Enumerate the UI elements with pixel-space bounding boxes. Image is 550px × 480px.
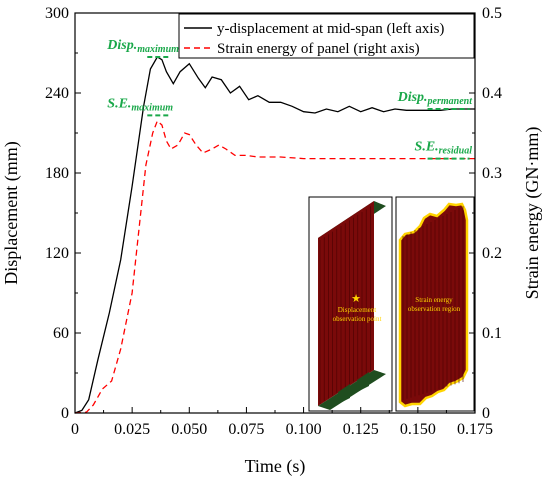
annotation-main: S.E.: [415, 140, 439, 155]
inset-left-caption-line1: Displacement: [338, 306, 377, 314]
y-right-tick-label: 0.3: [482, 165, 502, 182]
star-icon: ★: [351, 292, 361, 305]
y-left-tick-label: 300: [45, 5, 69, 22]
legend-entry-label: y-displacement at mid-span (left axis): [217, 21, 444, 37]
x-axis-label: Time (s): [245, 456, 306, 477]
inset-right-caption-line1: Strain energy: [415, 296, 453, 304]
x-tick-label: 0.175: [457, 421, 493, 438]
inset-left-stiffener-foot: [357, 372, 369, 392]
annotation-main: Disp.: [106, 38, 137, 53]
inset-right-panel: [398, 202, 469, 408]
annotation-main: Disp.: [397, 90, 428, 105]
y-right-tick-label: 0.2: [482, 245, 502, 262]
inset-right-caption-line2: observation region: [408, 305, 461, 313]
x-tick-label: 0.125: [343, 421, 379, 438]
annotation-sub: maximum: [137, 44, 179, 55]
y-right-tick-label: 0: [482, 405, 490, 422]
y-left-tick-label: 60: [53, 325, 69, 342]
y-left-tick-label: 240: [45, 85, 69, 102]
x-tick-label: 0.025: [114, 421, 150, 438]
y-left-tick-label: 180: [45, 165, 69, 182]
annotation-sub: maximum: [131, 102, 173, 113]
displacement-series-line: [74, 56, 475, 414]
x-tick-label: 0.150: [400, 421, 436, 438]
annotation-label: S.E.maximum: [107, 96, 173, 113]
x-tick-label: 0: [71, 421, 79, 438]
annotation-main: S.E.: [107, 96, 131, 111]
inset-left-panel: [318, 201, 374, 406]
y-left-tick-label: 120: [45, 245, 69, 262]
legend: y-displacement at mid-span (left axis) St…: [178, 13, 475, 59]
y-left-tick-label: 0: [61, 405, 69, 422]
series-layer: [74, 56, 475, 414]
annotation-label: Disp.permanent: [397, 90, 474, 107]
x-tick-label: 0.100: [286, 421, 322, 438]
y-right-axis-label: Strain energy (GN·mm): [522, 127, 543, 300]
annotation-label: Disp.maximum: [106, 38, 179, 55]
legend-entry-label: Strain energy of panel (right axis): [217, 41, 420, 57]
inset-left-caption-line2: observation point: [333, 315, 382, 323]
inset-left-stiffener-foot: [338, 384, 350, 404]
annotation-sub: permanent: [427, 96, 474, 107]
legend-box: [178, 13, 475, 59]
ticks-layer: 0 0.025 0.050 0.075 0.100 0.125 0.150 0.1750601…: [45, 5, 502, 438]
annotation-sub: residual: [439, 146, 473, 157]
annotations-layer: Disp.maximumS.E.maximumDisp.permanentS.E…: [106, 38, 474, 160]
x-tick-label: 0.050: [171, 421, 207, 438]
strain-energy-series-line: [74, 119, 475, 414]
y-right-tick-label: 0.5: [482, 5, 502, 22]
y-right-tick-label: 0.1: [482, 325, 502, 342]
y-right-tick-label: 0.4: [482, 85, 502, 102]
x-tick-label: 0.075: [228, 421, 264, 438]
annotation-label: S.E.residual: [415, 140, 473, 157]
y-left-axis-label: Displacement (mm): [1, 141, 22, 284]
